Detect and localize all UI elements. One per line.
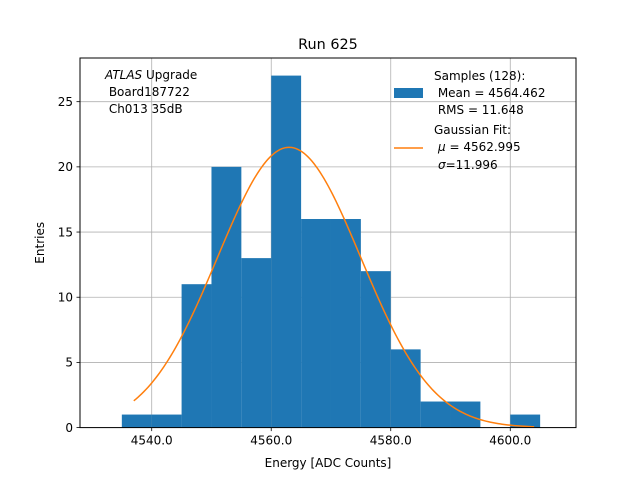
legend-samples-mean: Mean = 4564.462	[434, 86, 545, 100]
plot-frame	[79, 57, 577, 429]
legend-fit-mu: = 4562.995	[446, 140, 521, 154]
svg-text:ATLAS Upgrade: ATLAS Upgrade	[104, 68, 197, 82]
y-axis-label: Entries	[33, 222, 47, 264]
histogram-bar	[330, 219, 361, 428]
annotation-text: ATLAS Upgrade Board187722 Ch013 35dB	[104, 68, 197, 116]
x-tick-label: 4540.0	[131, 434, 173, 448]
legend-samples-rms: RMS = 11.648	[434, 103, 524, 117]
gaussian-fit	[133, 146, 535, 428]
annotation-channel: Ch013 35dB	[105, 102, 183, 116]
histogram-bar	[360, 271, 391, 428]
gaussian-fit-curve	[133, 146, 535, 428]
histogram-bar	[211, 166, 242, 428]
histogram-bar	[301, 219, 331, 428]
histogram-bar	[151, 414, 182, 428]
x-tick-label: 4580.0	[370, 434, 412, 448]
legend-samples-title: Samples (128):	[434, 69, 525, 83]
y-tick-label: 5	[65, 356, 73, 370]
x-axis-label: Energy [ADC Counts]	[265, 456, 392, 470]
legend-fit-sigma-symbol: σ	[438, 158, 446, 172]
y-tick-label: 10	[58, 291, 73, 305]
histogram-bar	[420, 401, 451, 428]
legend-fit-sigma: =11.996	[446, 158, 498, 172]
x-axis-ticks: 4540.0 4560.0 4580.0 4600.0	[131, 427, 531, 448]
chart-title: Run 625	[298, 37, 358, 53]
annotation-atlas: ATLAS	[104, 68, 143, 82]
y-tick-label: 25	[58, 95, 73, 109]
legend: Samples (128): Mean = 4564.462 RMS = 11.…	[394, 69, 545, 172]
x-tick-label: 4600.0	[489, 434, 531, 448]
histogram-bar	[271, 75, 302, 428]
legend-samples-swatch	[394, 88, 423, 98]
annotation-board: Board187722	[105, 85, 190, 99]
histogram-bars	[121, 75, 541, 428]
y-tick-label: 20	[58, 160, 73, 174]
y-tick-label: 15	[58, 225, 73, 239]
legend-fit-title: Gaussian Fit:	[434, 123, 511, 137]
histogram-bar	[181, 284, 212, 428]
histogram-bar	[390, 349, 421, 428]
x-tick-label: 4560.0	[250, 434, 292, 448]
histogram-bar	[510, 414, 541, 428]
histogram-bar	[241, 258, 272, 428]
legend-fit-mu-symbol: μ	[437, 140, 446, 154]
histogram-bar	[121, 414, 152, 428]
annotation-upgrade: Upgrade	[142, 68, 197, 82]
svg-text:μ = 4562.995: μ = 4562.995	[437, 140, 521, 154]
svg-text:σ=11.996: σ=11.996	[438, 158, 498, 172]
y-axis-ticks: 0 5 10 15 20 25	[58, 95, 80, 435]
y-tick-label: 0	[65, 421, 73, 435]
